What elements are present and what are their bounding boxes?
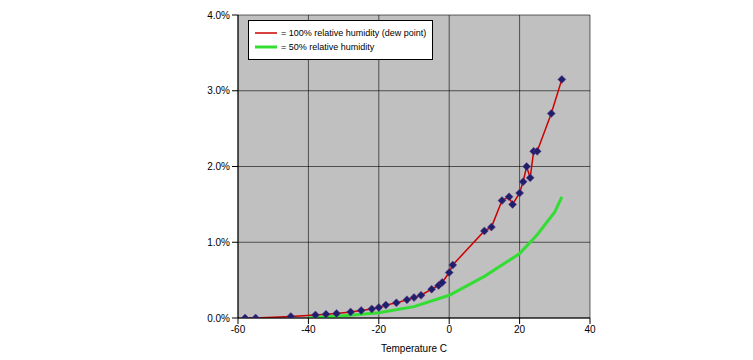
svg-text:20: 20 [514,324,526,335]
svg-text:40: 40 [584,324,596,335]
svg-text:0: 0 [446,324,452,335]
svg-text:2.0%: 2.0% [207,161,230,172]
html-text:= 50% relative humidity: = 50% relative humidity [281,42,375,52]
svg-text:3.0%: 3.0% [207,85,230,96]
svg-text:4.0%: 4.0% [207,10,230,21]
svg-text:Temperature C: Temperature C [381,343,447,354]
svg-text:0.0%: 0.0% [207,313,230,324]
svg-text:-60: -60 [231,324,246,335]
svg-text:-40: -40 [301,324,316,335]
svg-text:-20: -20 [372,324,387,335]
html-text:= 100% relative humidity (dew: = 100% relative humidity (dew point) [281,28,427,38]
svg-text:1.0%: 1.0% [207,237,230,248]
